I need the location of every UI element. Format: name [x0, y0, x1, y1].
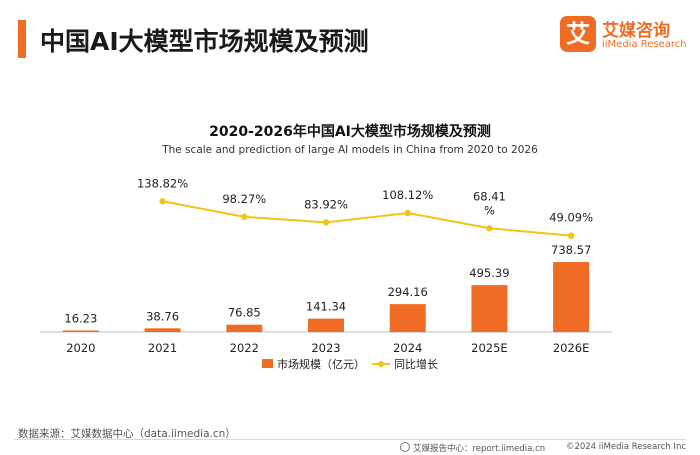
growth-value-label: 108.12% — [382, 188, 433, 202]
bar-value-label: 294.16 — [388, 285, 428, 299]
bar-value-label: 76.85 — [228, 306, 261, 320]
footer-report-center-text: 艾媒报告中心：report.iimedia.cn — [413, 444, 546, 454]
footer-divider — [14, 439, 686, 440]
logo-mark: 艾 — [560, 16, 596, 52]
bar-value-label: 38.76 — [146, 309, 179, 323]
footer-report-center: 艾媒报告中心：report.iimedia.cn — [400, 442, 545, 454]
x-tick-label: 2022 — [230, 341, 259, 355]
x-tick-label: 2021 — [148, 341, 177, 355]
x-tick-label: 2025E — [471, 341, 508, 355]
legend-line-label: 同比增长 — [394, 357, 438, 371]
bar-value-label: 738.57 — [551, 243, 591, 257]
iimedia-logo: 艾 艾媒咨询 iiMedia Research — [560, 12, 688, 60]
legend-bar-label: 市场规模（亿元） — [277, 357, 365, 371]
x-tick-label: 2020 — [66, 341, 95, 355]
bar-value-label: 495.39 — [469, 266, 509, 280]
growth-point-2026E — [567, 232, 575, 239]
growth-value-label: 68.41% — [473, 189, 506, 217]
growth-point-2022 — [241, 213, 248, 221]
growth-point-2025E — [486, 225, 493, 232]
logo-name-en: iiMedia Research — [602, 39, 687, 50]
x-tick-label: 2023 — [311, 341, 340, 355]
x-tick-label: 2026E — [553, 341, 590, 355]
bar-value-label: 141.34 — [306, 300, 346, 314]
page-title: 中国AI大模型市场规模及预测 — [40, 27, 369, 56]
growth-value-label: 83.92% — [304, 197, 348, 211]
legend-line-marker — [378, 361, 384, 367]
x-tick-label: 2024 — [393, 341, 422, 355]
bar-2024 — [389, 304, 426, 332]
growth-point-2021 — [159, 198, 166, 205]
bar-2025E — [471, 285, 508, 332]
bar-2022 — [226, 324, 263, 332]
title-accent-bar — [18, 20, 26, 58]
chart-title: 2020-2026年中国AI大模型市场规模及预测 — [209, 124, 491, 140]
bar-2026E — [553, 262, 590, 332]
footer-copyright: ©2024 iiMedia Research Inc — [565, 442, 686, 452]
growth-value-label: 98.27% — [222, 192, 266, 206]
growth-value-label: 138.82% — [137, 176, 188, 190]
logo-name-cn: 艾媒咨询 — [602, 21, 670, 41]
growth-value-label: 49.09% — [549, 211, 593, 225]
legend-bar-swatch — [262, 359, 273, 368]
bar-2021 — [144, 328, 181, 332]
growth-point-2023 — [322, 219, 330, 226]
growth-point-2024 — [404, 209, 411, 217]
bar-value-label: 16.23 — [64, 311, 97, 325]
globe-icon — [400, 442, 410, 452]
growth-line — [162, 200, 572, 237]
footer-source: 数据来源：艾媒数据中心（data.iimedia.cn） — [18, 428, 236, 440]
bar-2020 — [62, 330, 99, 332]
bar-2023 — [308, 318, 344, 332]
chart-subtitle: The scale and prediction of large AI mod… — [162, 144, 538, 156]
